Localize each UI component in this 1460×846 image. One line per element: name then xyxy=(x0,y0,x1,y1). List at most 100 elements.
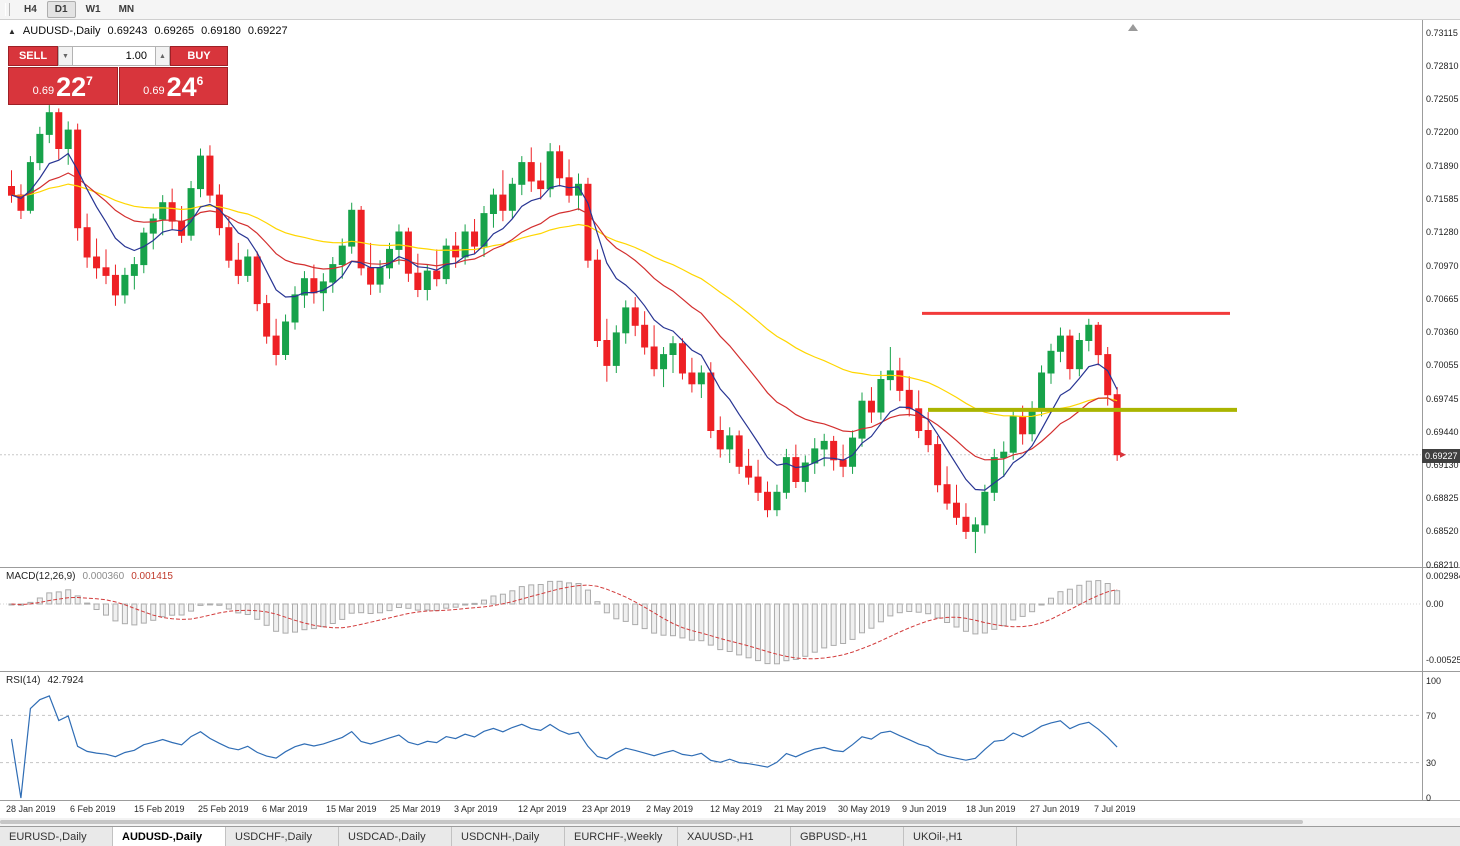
chart-tab-bar: EURUSD-,Daily AUDUSD-,Daily USDCHF-,Daily U… xyxy=(0,826,1460,846)
tab-usdchf-daily[interactable]: USDCHF-,Daily xyxy=(226,827,339,846)
time-scale[interactable]: 28 Jan 2019 6 Feb 2019 15 Feb 2019 25 Feb 2… xyxy=(0,801,1460,818)
macd-tick-label: 0.002984 xyxy=(1426,571,1460,581)
price-chart-panel: ▲ AUDUSD-,Daily 0.69243 0.69265 0.69180 … xyxy=(0,20,1460,570)
date-label: 3 Apr 2019 xyxy=(454,804,498,814)
tab-audusd-daily[interactable]: AUDUSD-,Daily xyxy=(113,827,226,846)
rsi-canvas[interactable] xyxy=(0,672,1421,800)
price-scale[interactable]: 0.73115 0.72810 0.72505 0.72200 0.71890 0.715… xyxy=(1422,20,1460,570)
price-tick-label: 0.69440 xyxy=(1426,427,1459,437)
trade-panel-toggle-icon[interactable]: ▲ xyxy=(8,26,16,36)
rsi-tick-label: 100 xyxy=(1426,676,1442,686)
ma-45-line xyxy=(11,183,1118,418)
price-tick-label: 0.68825 xyxy=(1426,493,1459,503)
timeframe-button-w1[interactable]: W1 xyxy=(85,4,101,15)
date-label: 23 Apr 2019 xyxy=(582,804,631,814)
buy-price-prefix: 0.69 xyxy=(143,85,165,97)
price-tick-label: 0.73115 xyxy=(1426,28,1458,38)
volume-decrease-button[interactable]: ▼ xyxy=(58,46,73,66)
volume-increase-button[interactable]: ▲ xyxy=(155,46,170,66)
rsi-tick-label: 30 xyxy=(1426,758,1437,768)
ma-8-line xyxy=(11,152,1118,491)
chart-title: ▲ AUDUSD-,Daily 0.69243 0.69265 0.69180 … xyxy=(8,25,288,37)
tab-eurusd-daily[interactable]: EURUSD-,Daily xyxy=(0,827,113,846)
macd-label: MACD(12,26,9) 0.000360 0.001415 xyxy=(6,571,173,582)
current-price-badge: 0.69227 xyxy=(1422,449,1460,463)
volume-input[interactable]: 1.00 xyxy=(73,46,155,66)
price-tick-label: 0.68210 xyxy=(1426,560,1459,570)
price-tick-label: 0.70665 xyxy=(1426,294,1459,304)
buy-price-pip: 6 xyxy=(196,74,204,88)
price-tick-label: 0.72810 xyxy=(1426,61,1459,71)
buy-button[interactable]: BUY xyxy=(170,46,228,66)
rsi-name: RSI(14) xyxy=(6,675,41,686)
macd-canvas[interactable] xyxy=(0,568,1421,671)
symbol-period-label: AUDUSD-,Daily xyxy=(22,25,101,37)
price-tick-label: 0.70360 xyxy=(1426,327,1459,337)
date-label: 15 Mar 2019 xyxy=(326,804,377,814)
buy-price-button[interactable]: 0.69 24 6 xyxy=(118,67,228,105)
tab-gbpusd-h1[interactable]: GBPUSD-,H1 xyxy=(791,827,904,846)
rsi-panel: RSI(14) 42.7924 100 70 30 0 xyxy=(0,672,1460,803)
ohlc-close: 0.69227 xyxy=(247,25,288,37)
rsi-tick-label: 70 xyxy=(1426,711,1437,721)
horizontal-scrollbar[interactable] xyxy=(0,818,1460,826)
macd-signal-line xyxy=(11,584,1118,660)
date-label: 7 Jul 2019 xyxy=(1094,804,1136,814)
ma-20-line xyxy=(11,172,1118,461)
macd-tick-label: 0.00 xyxy=(1426,599,1444,609)
buy-price-main: 24 xyxy=(166,72,197,102)
price-tick-label: 0.72200 xyxy=(1426,127,1459,137)
price-tick-label: 0.70055 xyxy=(1426,360,1459,370)
one-click-trade-panel: SELL ▼ 1.00 ▲ BUY 0.69 22 7 0.69 24 6 xyxy=(8,46,228,105)
sell-price-prefix: 0.69 xyxy=(32,85,55,97)
rsi-label: RSI(14) 42.7924 xyxy=(6,675,84,686)
tab-eurchf-weekly[interactable]: EURCHF-,Weekly xyxy=(565,827,678,846)
date-label: 30 May 2019 xyxy=(838,804,891,814)
date-label: 18 Jun 2019 xyxy=(966,804,1016,814)
date-label: 2 May 2019 xyxy=(646,804,694,814)
date-label: 6 Feb 2019 xyxy=(70,804,116,814)
price-tick-label: 0.69745 xyxy=(1426,394,1459,404)
date-label: 27 Jun 2019 xyxy=(1030,804,1080,814)
tab-ukoil-h1[interactable]: UKOil-,H1 xyxy=(904,827,1017,846)
macd-main-value: 0.000360 xyxy=(82,571,125,582)
sell-button[interactable]: SELL xyxy=(8,46,58,66)
macd-name: MACD(12,26,9) xyxy=(6,571,76,582)
macd-scale[interactable]: 0.002984 0.00 -0.005250 xyxy=(1422,568,1460,671)
toolbar: H4 D1 W1 MN xyxy=(0,0,1460,20)
sell-price-main: 22 xyxy=(56,72,87,102)
timeframe-button-h4[interactable]: H4 xyxy=(24,4,37,15)
rsi-tick-label: 0 xyxy=(1426,793,1432,803)
tab-usdcad-daily[interactable]: USDCAD-,Daily xyxy=(339,827,452,846)
horizontal-scrollbar-thumb[interactable] xyxy=(0,820,1303,824)
tab-xauusd-h1[interactable]: XAUUSD-,H1 xyxy=(678,827,791,846)
price-chart-canvas[interactable] xyxy=(0,20,1421,567)
date-label: 21 May 2019 xyxy=(774,804,827,814)
date-label: 15 Feb 2019 xyxy=(134,804,185,814)
rsi-line xyxy=(10,695,1118,799)
date-label: 25 Feb 2019 xyxy=(198,804,249,814)
toolbar-drag-handle[interactable] xyxy=(5,3,10,16)
price-tick-label: 0.71890 xyxy=(1426,161,1459,171)
sell-price-pip: 7 xyxy=(86,74,93,88)
price-tick-label: 0.68520 xyxy=(1426,526,1459,536)
ohlc-low: 0.69180 xyxy=(201,25,241,37)
price-tick-label: 0.71585 xyxy=(1426,194,1459,204)
chart-shift-marker[interactable] xyxy=(1128,24,1138,31)
price-tick-label: 0.69130 xyxy=(1426,460,1459,470)
rsi-scale[interactable]: 100 70 30 0 xyxy=(1422,672,1460,803)
price-arrow-marker xyxy=(1120,451,1126,458)
price-tick-label: 0.70970 xyxy=(1426,261,1459,271)
ohlc-high: 0.69265 xyxy=(154,25,195,37)
sell-price-button[interactable]: 0.69 22 7 xyxy=(8,67,118,105)
tab-usdcnh-daily[interactable]: USDCNH-,Daily xyxy=(452,827,565,846)
timeframe-button-mn[interactable]: MN xyxy=(118,4,135,15)
macd-signal-value: 0.001415 xyxy=(131,571,173,582)
date-label: 9 Jun 2019 xyxy=(902,804,947,814)
macd-panel: MACD(12,26,9) 0.000360 0.001415 0.002984 0.… xyxy=(0,568,1460,672)
macd-tick-label: -0.005250 xyxy=(1426,655,1460,665)
date-label: 12 May 2019 xyxy=(710,804,763,814)
rsi-value: 42.7924 xyxy=(47,675,84,686)
timeframe-button-d1[interactable]: D1 xyxy=(46,1,76,18)
price-tick-label: 0.71280 xyxy=(1426,227,1459,237)
